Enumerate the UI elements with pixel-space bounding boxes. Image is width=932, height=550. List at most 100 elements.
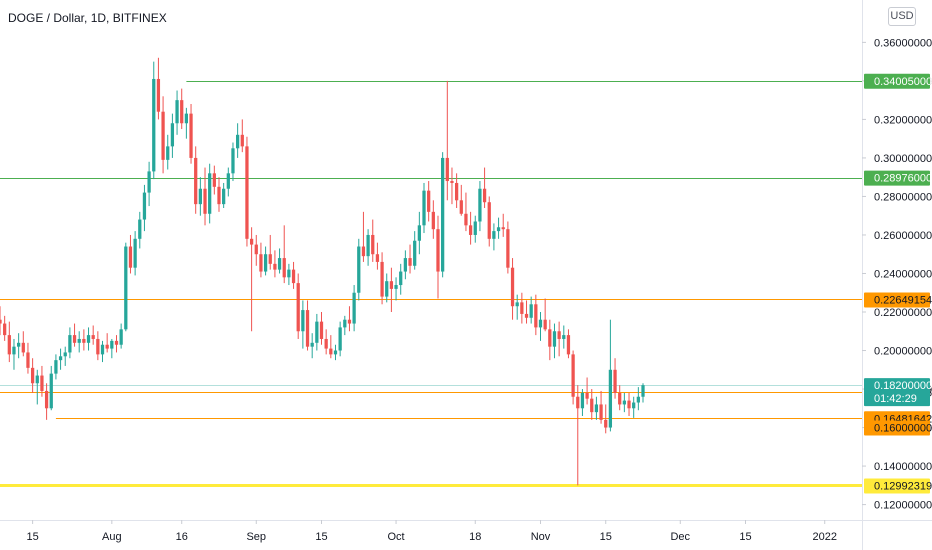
candle: [632, 396, 636, 418]
candle-body: [54, 360, 58, 374]
candle: [17, 333, 21, 359]
candle-body: [366, 234, 370, 257]
candle-body: [231, 148, 235, 174]
candle: [208, 163, 212, 224]
candle: [203, 167, 207, 226]
time-tick-label: 15: [600, 531, 612, 543]
candle-body: [347, 319, 352, 324]
candle-body: [40, 375, 44, 391]
candle-body: [361, 246, 366, 257]
candle: [142, 184, 147, 232]
candle: [240, 119, 244, 153]
candle-body: [636, 396, 640, 403]
candle-body: [436, 229, 440, 272]
candle: [110, 338, 114, 359]
candle: [399, 263, 403, 295]
price-tick-label: 0.28000000: [874, 191, 932, 203]
candle: [627, 392, 631, 416]
candle-body: [482, 188, 487, 203]
candle: [594, 396, 599, 420]
candle-body: [552, 331, 557, 347]
candle: [231, 142, 235, 182]
candle: [464, 192, 468, 232]
candle-body: [72, 335, 77, 343]
candle: [133, 231, 137, 276]
candle: [548, 319, 552, 361]
candle-body: [520, 302, 524, 314]
candle: [305, 300, 310, 351]
candle: [263, 246, 268, 276]
candle: [287, 263, 291, 286]
candle: [63, 346, 67, 366]
candle-body: [21, 342, 25, 353]
candle: [124, 242, 128, 332]
candle-body: [161, 111, 165, 160]
candle-body: [17, 342, 21, 347]
candle: [361, 211, 366, 262]
candle-body: [543, 319, 547, 330]
candle-body: [259, 254, 263, 272]
price-tick-label: 0.32000000: [874, 114, 932, 126]
currency-selector[interactable]: USD: [888, 7, 916, 26]
candle: [576, 385, 580, 486]
candle-body: [408, 258, 412, 266]
candle-body: [571, 354, 575, 397]
candle-body: [49, 373, 53, 409]
horizontal-levels: [0, 81, 862, 487]
candle: [422, 182, 426, 234]
candle-body: [464, 213, 468, 226]
candle-body: [287, 269, 291, 278]
candle: [319, 312, 324, 345]
candle: [538, 312, 543, 341]
time-tick-label: Aug: [102, 531, 122, 543]
candle-body: [445, 157, 449, 182]
price-tick-label: 0.20000000: [874, 346, 932, 358]
candle-body: [632, 402, 636, 409]
time-tick-label: 2022: [812, 531, 836, 543]
candle: [77, 331, 81, 353]
candle-body: [627, 400, 631, 409]
time-tick-label: 15: [26, 531, 38, 543]
level-badge-bg: [864, 73, 930, 89]
level-badge-text: 0.28976000: [874, 173, 932, 185]
candle-body: [580, 392, 585, 409]
chart-title: DOGE / Dollar, 1D, BITFINEX: [8, 11, 167, 25]
candle: [468, 211, 473, 245]
candle-body: [301, 310, 305, 332]
candle-body: [68, 335, 72, 353]
level-badge-bg: [864, 170, 930, 186]
candle-body: [100, 344, 105, 355]
candle: [445, 80, 449, 201]
candle: [338, 321, 342, 357]
candle: [44, 383, 49, 420]
candle-body: [7, 335, 11, 355]
price-badges: 0.340050000.289760000.226491540.17822406…: [864, 73, 932, 494]
candle: [385, 273, 389, 303]
candles: [0, 57, 645, 486]
candle: [357, 238, 361, 301]
candle-body: [371, 234, 375, 255]
candle-body: [58, 356, 63, 361]
candle: [315, 313, 319, 351]
candle: [352, 285, 356, 332]
level-badge-text: 0.22649154: [874, 294, 932, 306]
level-badge-text: 0.12992319: [874, 480, 932, 492]
candle: [543, 298, 547, 332]
candle: [147, 161, 151, 207]
candle: [194, 146, 198, 214]
candle: [482, 167, 487, 208]
candle: [380, 252, 384, 305]
time-axis: 15 Aug 16 Sep 15 Oct 18 Nov 15 Dec 15 2022: [0, 520, 932, 543]
candle: [417, 211, 421, 255]
candle-body: [315, 321, 319, 343]
time-tick-label: 15: [315, 531, 327, 543]
candle-body: [226, 173, 230, 189]
candle: [408, 244, 412, 274]
candle-body: [441, 157, 445, 272]
candle: [329, 335, 333, 359]
candle: [114, 335, 119, 353]
candle-body: [240, 134, 244, 147]
candle: [54, 354, 58, 380]
